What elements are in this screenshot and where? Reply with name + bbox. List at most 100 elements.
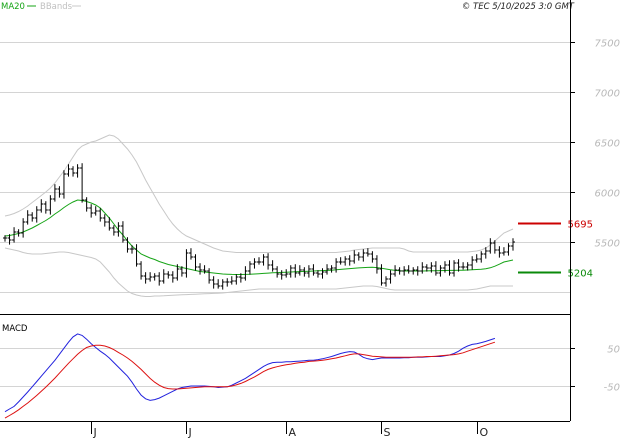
price-bar xyxy=(288,265,293,278)
price-bar xyxy=(229,276,234,285)
price-bar xyxy=(98,208,103,222)
price-bar xyxy=(501,247,506,256)
price-bar xyxy=(166,271,171,279)
price-bar xyxy=(325,264,330,275)
price-bar xyxy=(12,227,17,243)
price-bar xyxy=(406,265,411,274)
macd-tick-label: 50 xyxy=(607,345,620,356)
price-bar xyxy=(102,214,107,227)
price-bar xyxy=(470,256,475,270)
price-bar xyxy=(402,266,407,276)
price-bar xyxy=(143,272,148,284)
price-tick-label: 7500 xyxy=(595,39,620,50)
price-series-layer xyxy=(3,134,515,297)
price-bar xyxy=(30,212,35,222)
price-bar xyxy=(420,262,425,274)
price-bar xyxy=(266,253,271,270)
price-bar xyxy=(16,229,21,237)
price-bar xyxy=(334,258,339,273)
price-bar xyxy=(134,244,139,267)
price-bar xyxy=(125,237,130,253)
price-bar xyxy=(379,264,384,286)
price-bar xyxy=(352,250,357,264)
price-bar xyxy=(130,245,134,254)
price-bar xyxy=(43,201,48,214)
macd-panel-label: MACD xyxy=(2,324,28,334)
price-bar xyxy=(21,218,26,238)
price-bar xyxy=(370,251,375,263)
price-bar xyxy=(61,170,66,199)
price-bar xyxy=(152,273,157,281)
price-bar xyxy=(75,164,80,178)
price-bar xyxy=(184,249,189,278)
macd-grid xyxy=(0,348,570,387)
price-bar xyxy=(84,197,89,212)
price-bar xyxy=(306,265,311,278)
x-tick-label: J xyxy=(188,426,192,439)
price-panel xyxy=(0,0,570,314)
price-bar xyxy=(157,272,162,286)
price-bar xyxy=(148,272,153,282)
price-bar xyxy=(139,261,144,280)
price-bar xyxy=(397,267,402,275)
price-bar xyxy=(3,235,7,242)
price-bar xyxy=(80,163,85,203)
price-bar xyxy=(243,266,248,281)
price-bar xyxy=(356,252,361,261)
macd-y-axis: 50 -50 xyxy=(570,345,620,394)
price-bar xyxy=(429,262,434,273)
price-bar xyxy=(506,243,511,256)
price-bar xyxy=(170,271,175,283)
legend-bbands: BBands xyxy=(40,2,73,12)
price-bar xyxy=(338,257,343,265)
price-bars xyxy=(3,163,515,290)
price-bar xyxy=(461,262,466,270)
price-bar xyxy=(365,248,370,257)
price-bar xyxy=(107,217,112,231)
price-bar xyxy=(34,206,39,223)
price-bar xyxy=(48,195,53,215)
price-tick-label: 7000 xyxy=(595,89,620,100)
price-bar xyxy=(161,269,166,284)
price-bar xyxy=(452,260,457,277)
price-bar xyxy=(66,164,71,177)
price-bar xyxy=(411,267,416,275)
price-bar xyxy=(433,261,438,276)
price-bar xyxy=(497,246,502,258)
price-bar xyxy=(297,265,302,276)
price-bar xyxy=(361,249,366,262)
price-bar xyxy=(220,279,225,290)
price-bar xyxy=(343,256,348,266)
price-bar xyxy=(465,262,470,271)
price-bar xyxy=(511,238,515,251)
price-bar xyxy=(311,264,316,276)
price-bar xyxy=(52,184,57,202)
level-marker-label: 5695 xyxy=(568,220,593,231)
price-bar xyxy=(415,266,420,276)
legend-ma20: MA20 xyxy=(1,2,25,12)
price-bar xyxy=(474,254,479,263)
price-bar xyxy=(175,264,180,281)
price-bar xyxy=(234,274,239,285)
price-bar xyxy=(479,251,484,263)
price-tick-label: 5500 xyxy=(595,239,620,250)
price-bar xyxy=(374,255,379,274)
macd-series-layer xyxy=(4,333,496,419)
level-marker-label: 5204 xyxy=(568,269,593,280)
price-bar xyxy=(193,254,198,271)
price-bar xyxy=(442,261,447,273)
price-bar xyxy=(238,273,243,283)
price-bar xyxy=(293,264,298,278)
price-bar xyxy=(257,257,261,265)
price-tick-label: 6000 xyxy=(595,189,620,200)
x-tick-label: O xyxy=(480,426,489,439)
macd-tick-label: -50 xyxy=(604,383,620,394)
price-bar xyxy=(179,266,184,277)
price-bar xyxy=(225,278,230,287)
price-bar xyxy=(261,254,266,266)
price-bar xyxy=(279,270,284,280)
price-bar xyxy=(216,279,221,289)
ma20-line xyxy=(4,199,514,275)
